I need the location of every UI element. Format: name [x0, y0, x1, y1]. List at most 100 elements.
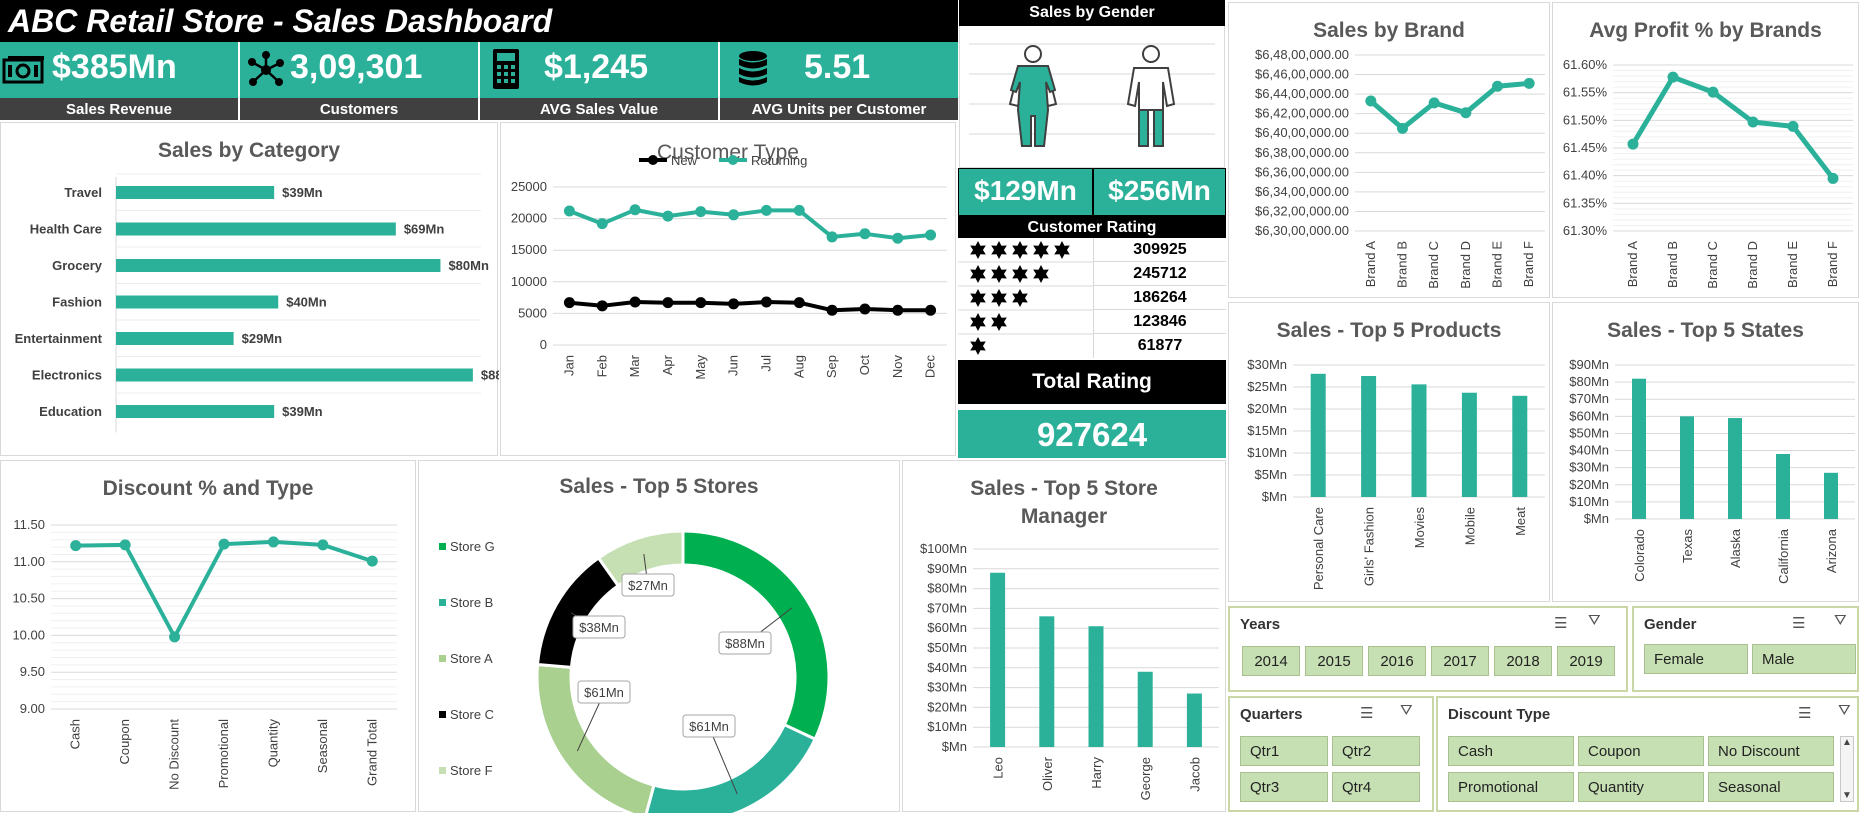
- multi-select-icon[interactable]: ☰: [1792, 615, 1806, 632]
- x-tick-label: Promotional: [216, 719, 231, 788]
- slicer-item-promotional[interactable]: Promotional: [1448, 772, 1574, 802]
- database-icon: [739, 51, 767, 86]
- x-tick-label: George: [1138, 757, 1153, 800]
- star-icon: [970, 289, 986, 307]
- multi-select-icon[interactable]: ☰: [1554, 615, 1568, 632]
- data-point: [267, 536, 279, 548]
- clear-filter-icon[interactable]: ⛛: [1400, 702, 1413, 719]
- chart-title: Sales - Top 5 Products: [1276, 319, 1502, 342]
- data-point: [695, 206, 707, 218]
- y-tick-label: 9.50: [20, 664, 45, 679]
- bar: [1039, 616, 1055, 747]
- data-point: [563, 297, 575, 309]
- data-point: [662, 210, 674, 222]
- slicer-item-coupon[interactable]: Coupon: [1578, 736, 1704, 766]
- y-tick-label: $90Mn: [1569, 357, 1609, 372]
- category-bar: [116, 368, 473, 382]
- category-bar: [116, 295, 279, 309]
- data-point: [119, 539, 131, 551]
- star-icon: [1012, 241, 1028, 259]
- data-point: [1365, 95, 1377, 107]
- chart-title: Customer Type: [656, 141, 799, 164]
- scroll-up-icon[interactable]: ▲: [1842, 737, 1852, 748]
- slicer-item-2014[interactable]: 2014: [1242, 646, 1300, 676]
- profit-chart-panel: Avg Profit % by Brands 61.30% 61.35% 61.40…: [1552, 2, 1859, 298]
- x-tick-label: No Discount: [167, 719, 182, 790]
- total-rating-value: 927624: [1036, 416, 1148, 453]
- x-tick-label: Mobile: [1462, 507, 1477, 545]
- data-point: [793, 204, 805, 216]
- y-tick-label: 61.30%: [1563, 223, 1608, 238]
- data-point: [826, 231, 838, 243]
- clear-filter-icon[interactable]: ⛛: [1838, 702, 1851, 719]
- slicer-item-2015[interactable]: 2015: [1305, 646, 1363, 676]
- legend-marker: [648, 155, 658, 165]
- slicer-item-cash[interactable]: Cash: [1448, 736, 1574, 766]
- slicer-item-seasonal[interactable]: Seasonal: [1708, 772, 1834, 802]
- category-label: Fashion: [52, 295, 102, 310]
- slicer-item-2018[interactable]: 2018: [1494, 646, 1552, 676]
- star-icon: [991, 265, 1007, 283]
- y-tick-label: $90Mn: [927, 561, 967, 576]
- x-tick-label: Grand Total: [364, 719, 379, 786]
- multi-select-icon[interactable]: ☰: [1798, 705, 1812, 722]
- data-point: [218, 538, 230, 550]
- category-label: Grocery: [52, 258, 103, 273]
- clear-filter-icon[interactable]: ⛛: [1588, 612, 1601, 629]
- slicer-item-qtr1[interactable]: Qtr1: [1240, 736, 1328, 766]
- rating-count: 123846: [1133, 313, 1187, 330]
- doughnut-slice: [535, 555, 621, 670]
- y-tick-label: 61.40%: [1563, 168, 1608, 183]
- scroll-down-icon[interactable]: ▼: [1842, 790, 1852, 801]
- bar: [990, 572, 1006, 747]
- bar: [1728, 418, 1742, 519]
- slicer-title: Years: [1240, 616, 1281, 633]
- series-line: [75, 539, 373, 639]
- gender-slicer: Gender ☰ ⛛ Female Male: [1632, 606, 1859, 692]
- multi-select-icon[interactable]: ☰: [1360, 705, 1374, 722]
- bar: [1824, 472, 1838, 519]
- chart-title: Avg Profit % by Brands: [1589, 19, 1822, 42]
- y-tick-label: $50Mn: [927, 640, 967, 655]
- y-tick-label: 11.00: [13, 554, 45, 569]
- x-tick-label: Personal Care: [1311, 507, 1326, 590]
- y-tick-label: $15Mn: [1247, 423, 1287, 438]
- data-label: $40Mn: [286, 295, 327, 310]
- states-chart-panel: Sales - Top 5 States $Mn $10Mn $20Mn $30Mn $…: [1552, 302, 1859, 602]
- customer-type-panel: Customer Type 0 5000 10000 15000 20000 25000 J…: [500, 122, 956, 456]
- x-tick-label: Brand A: [1363, 241, 1378, 288]
- data-point: [859, 228, 871, 240]
- data-label: $61Mn: [689, 719, 729, 734]
- data-point: [1667, 71, 1679, 83]
- rating-stars: [958, 241, 1093, 355]
- bar: [1310, 373, 1326, 497]
- y-tick-label: 5000: [518, 305, 547, 320]
- y-tick-label: $10Mn: [927, 719, 967, 734]
- slicer-scrollbar[interactable]: ▲ ▼: [1840, 736, 1854, 802]
- y-tick-label: $6,48,00,000.00: [1255, 47, 1349, 62]
- x-tick-label: Brand D: [1745, 241, 1760, 289]
- slicer-item-qtr2[interactable]: Qtr2: [1332, 736, 1420, 766]
- rating-row-3: 186264: [1094, 286, 1226, 310]
- gender-values: $129Mn $256Mn: [958, 168, 1226, 216]
- slicer-item-qtr4[interactable]: Qtr4: [1332, 772, 1420, 802]
- slicer-item-male[interactable]: Male: [1752, 644, 1856, 674]
- y-tick-label: 61.50%: [1563, 112, 1608, 127]
- clear-filter-icon[interactable]: ⛛: [1834, 612, 1847, 629]
- slicer-item-2019[interactable]: 2019: [1557, 646, 1615, 676]
- y-tick-label: $80Mn: [1569, 374, 1609, 389]
- slicer-item-2016[interactable]: 2016: [1368, 646, 1426, 676]
- slicer-item-female[interactable]: Female: [1644, 644, 1748, 674]
- data-point: [1707, 86, 1719, 98]
- bar: [1461, 392, 1477, 497]
- slicer-item-quantity[interactable]: Quantity: [1578, 772, 1704, 802]
- data-point: [169, 631, 181, 643]
- y-tick-label: $70Mn: [1569, 391, 1609, 406]
- slicer-item-qtr3[interactable]: Qtr3: [1240, 772, 1328, 802]
- bar: [1632, 378, 1646, 519]
- data-label-box: [572, 615, 626, 639]
- y-tick-label: $6,32,00,000.00: [1255, 203, 1349, 218]
- legend-swatch: [439, 655, 446, 662]
- slicer-item-no-discount[interactable]: No Discount: [1708, 736, 1834, 766]
- slicer-item-2017[interactable]: 2017: [1431, 646, 1489, 676]
